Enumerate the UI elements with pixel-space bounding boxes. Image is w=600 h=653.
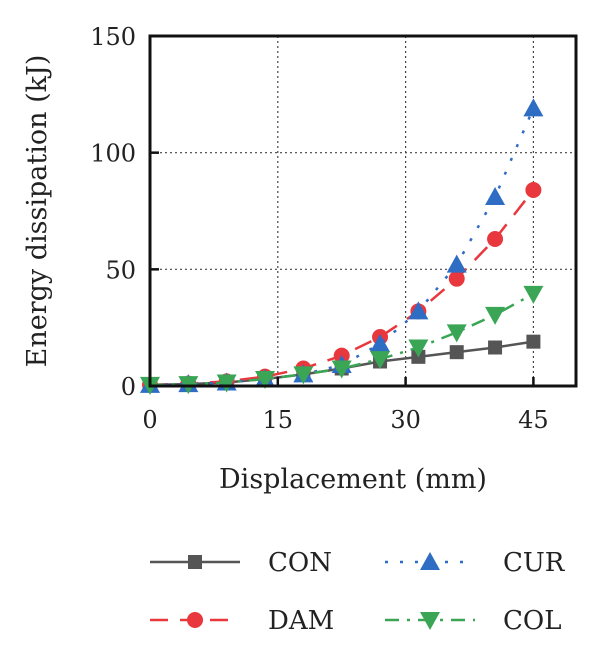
data-point-col xyxy=(255,371,276,389)
legend-item-col: COL xyxy=(385,606,561,636)
data-point-con xyxy=(488,340,503,355)
x-tick-label: 45 xyxy=(518,406,549,434)
legend: CON CUR DAM COL xyxy=(150,548,566,636)
y-tick-label: 100 xyxy=(90,140,136,168)
y-axis-title: Energy dissipation (kJ) xyxy=(22,55,53,368)
legend-label: DAM xyxy=(268,606,334,636)
data-point-con xyxy=(449,345,464,360)
legend-marker xyxy=(420,612,440,630)
data-point-cur xyxy=(408,301,429,320)
plot-frame xyxy=(148,34,578,388)
legend-item-cur: CUR xyxy=(385,548,566,578)
data-point-col xyxy=(408,339,429,358)
x-tick-label: 30 xyxy=(390,406,421,434)
legend-item-dam: DAM xyxy=(150,606,334,636)
grid xyxy=(150,36,576,386)
data-point-dam xyxy=(448,270,465,287)
data-point-col xyxy=(370,351,391,370)
x-tick-label: 15 xyxy=(263,406,294,434)
y-tick-label: 50 xyxy=(105,256,136,284)
legend-label: CUR xyxy=(503,548,566,578)
data-point-dam xyxy=(487,231,504,247)
x-tick-label: 0 xyxy=(142,406,157,434)
y-tick-label: 150 xyxy=(90,23,136,51)
data-point-dam xyxy=(525,182,542,198)
data-point-col xyxy=(523,285,544,304)
data-point-cur xyxy=(523,98,544,117)
series-line-cur xyxy=(149,107,535,387)
legend-item-con: CON xyxy=(150,548,332,578)
y-tick-label: 0 xyxy=(121,373,136,401)
x-axis-title: Displacement (mm) xyxy=(219,464,487,495)
data-point-con xyxy=(526,334,541,349)
data-point-col xyxy=(446,324,467,343)
data-point-col xyxy=(485,306,506,325)
data-point-cur xyxy=(370,334,391,352)
legend-label: CON xyxy=(268,548,332,578)
data-point-cur xyxy=(485,187,506,205)
data-point-col xyxy=(216,374,237,393)
legend-marker xyxy=(420,552,440,570)
series-col xyxy=(140,285,544,395)
legend-label: COL xyxy=(503,606,561,636)
data-point-cur xyxy=(446,254,467,273)
legend-marker xyxy=(187,612,203,628)
legend-marker xyxy=(188,555,202,569)
data-point-col xyxy=(331,360,352,379)
series-layer xyxy=(140,98,544,395)
ticks: 0 15 30 45 0 50 100 150 xyxy=(90,23,548,434)
data-point-col xyxy=(293,366,314,385)
